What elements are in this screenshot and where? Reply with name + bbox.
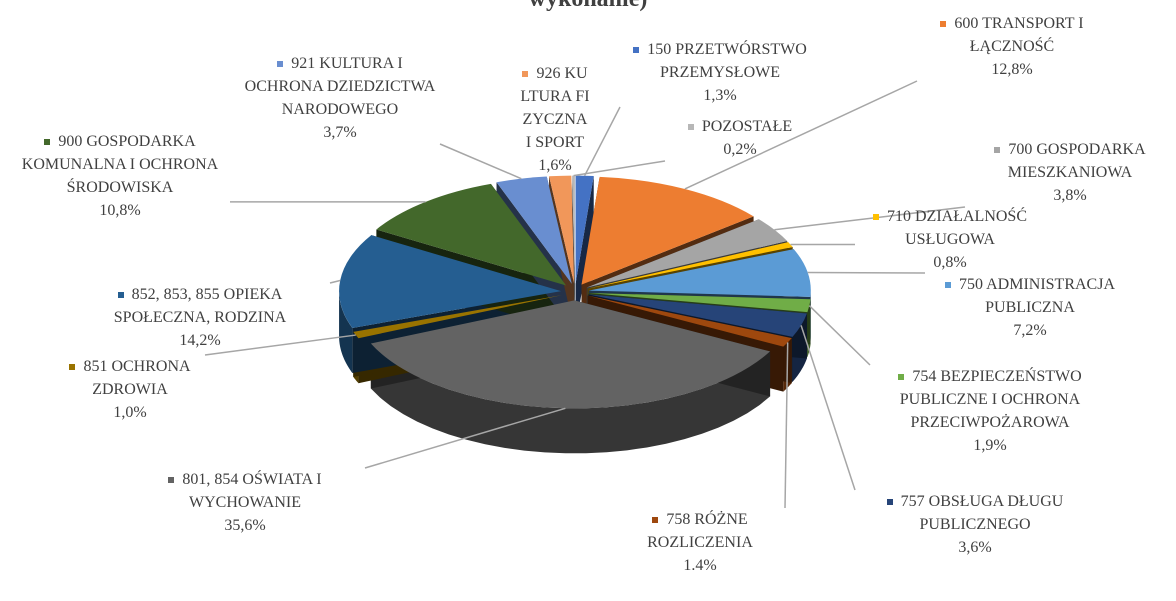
label-marker (168, 477, 175, 484)
slice (353, 295, 562, 339)
slice-side (339, 291, 353, 373)
slice (549, 175, 575, 284)
category-label: 851 OCHRONA ZDROWIA (83, 358, 191, 398)
category-label: 926 KULTURA FIZYCZNA I SPORT (520, 65, 590, 151)
value-label: 1.4% (683, 557, 717, 574)
value-label: 10,8% (99, 202, 141, 219)
slice (572, 175, 575, 284)
category-label: 700 GOSPODARKA MIESZKANIOWA (1007, 141, 1146, 181)
leader-line (329, 279, 341, 284)
value-label: 7,2% (1013, 322, 1047, 339)
label-marker (117, 292, 124, 299)
value-label: 1,6% (538, 157, 572, 174)
label-marker (994, 147, 1001, 154)
leader-line (808, 305, 871, 366)
category-label: 750 ADMINISTRACJA PUBLICZNA (958, 276, 1115, 316)
value-label: 0,8% (933, 254, 967, 271)
data-label: 851 OCHRONA ZDROWIA 1,0% (55, 355, 205, 424)
data-label: 754 BEZPIECZEŃSTWO PUBLICZNE I OCHRONA P… (870, 365, 1110, 457)
leader-line (583, 106, 621, 177)
category-label: 801, 854 OŚWIATA I WYCHOWANIE (182, 471, 322, 511)
category-label: 921 KULTURA I OCHRONA DZIEDZICTWA NARODO… (244, 55, 436, 118)
value-label: 35,6% (224, 517, 266, 534)
category-label: 900 GOSPODARKA KOMUNALNA I OCHRONA ŚRODO… (21, 133, 219, 196)
leader-line (800, 325, 856, 491)
leader-line (439, 143, 522, 180)
category-label: 758 RÓŻNE ROZLICZENIA (647, 511, 753, 551)
slice (575, 175, 594, 284)
label-marker (277, 61, 284, 68)
value-label: 1,0% (113, 404, 147, 421)
category-label: POZOSTAŁE (701, 118, 793, 135)
slice (581, 176, 754, 285)
label-marker (944, 282, 951, 289)
leader-line (573, 160, 666, 177)
slice (588, 294, 807, 337)
value-label: 1,3% (703, 87, 737, 104)
data-label: 921 KULTURA I OCHRONA DZIEDZICTWA NARODO… (240, 52, 440, 144)
data-label: 757 OBSŁUGA DŁUGU PUBLICZNEGO 3,6% (855, 490, 1095, 559)
leader-line (774, 206, 966, 231)
value-label: 12,8% (991, 61, 1033, 78)
label-marker (633, 47, 640, 54)
label-marker (886, 499, 893, 506)
leader-line (204, 334, 356, 356)
label-marker (522, 71, 529, 78)
slice-cut (575, 175, 594, 329)
slice (588, 292, 811, 313)
value-label: 1,9% (973, 437, 1007, 454)
category-label: 852, 853, 855 OPIEKA SPOŁECZNA, RODZINA (113, 286, 287, 326)
category-label: 754 BEZPIECZEŃSTWO PUBLICZNE I OCHRONA P… (899, 368, 1082, 431)
slice (339, 235, 562, 328)
label-marker (44, 139, 51, 146)
category-label: 757 OBSŁUGA DŁUGU PUBLICZNEGO (900, 493, 1064, 533)
leader-line (784, 342, 789, 509)
slice (587, 295, 792, 347)
data-label: 750 ADMINISTRACJA PUBLICZNA 7,2% (925, 273, 1135, 342)
slice-side (370, 343, 771, 454)
leader-line (364, 407, 566, 469)
value-label: 14,2% (179, 332, 221, 349)
slice (588, 249, 811, 297)
value-label: 3,8% (1053, 187, 1087, 204)
data-label: 758 RÓŻNE ROZLICZENIA 1.4% (615, 508, 785, 577)
slice (586, 219, 788, 288)
label-marker (873, 214, 879, 221)
slice-cut (572, 175, 575, 329)
slice-tops (339, 175, 811, 409)
category-label: 710 DZIAŁALNOŚĆ USŁUGOWA (887, 208, 1027, 248)
data-label: 801, 854 OŚWIATA I WYCHOWANIE 35,6% (125, 468, 365, 537)
label-marker (687, 124, 694, 131)
value-label: 3,6% (958, 539, 992, 556)
value-label: 3,7% (323, 124, 357, 141)
label-marker (652, 517, 659, 524)
label-marker (940, 21, 947, 28)
data-label: POZOSTAŁE 0,2% (665, 115, 815, 161)
data-label: 150 PRZETWÓRSTWO PRZEMYSŁOWE 1,3% (620, 38, 820, 107)
value-label: 0,2% (723, 141, 757, 158)
category-label: 150 PRZETWÓRSTWO PRZEMYSŁOWE (647, 41, 807, 81)
label-marker (898, 374, 905, 381)
data-label: 900 GOSPODARKA KOMUNALNA I OCHRONA ŚRODO… (10, 130, 230, 222)
slice (370, 300, 771, 409)
data-label: 710 DZIAŁALNOŚĆ USŁUGOWA 0,8% (855, 205, 1045, 274)
category-label: 600 TRANSPORT I ŁĄCZNOŚĆ (954, 15, 1084, 55)
slice (496, 176, 572, 284)
slice (587, 242, 793, 289)
data-label: 600 TRANSPORT I ŁĄCZNOŚĆ 12,8% (917, 12, 1107, 81)
data-label: 852, 853, 855 OPIEKA SPOŁECZNA, RODZINA 1… (70, 283, 330, 352)
data-label: 926 KULTURA FIZYCZNA I SPORT 1,6% (519, 62, 591, 177)
chart-title: wykonanie) (0, 0, 1176, 13)
slice (376, 183, 567, 286)
data-label: 700 GOSPODARKA MIESZKANIOWA 3,8% (965, 138, 1175, 207)
label-marker (69, 364, 76, 371)
leader-line (684, 80, 918, 190)
